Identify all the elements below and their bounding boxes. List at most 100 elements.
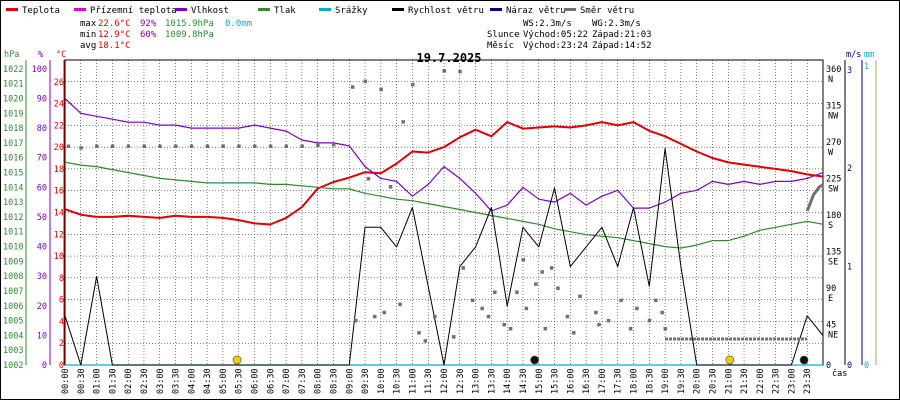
wind-dir-point <box>398 302 402 307</box>
wind-dir-point <box>597 322 601 327</box>
axis-hpa-tick: 1013 <box>3 198 23 208</box>
wind-dir-point <box>470 298 475 303</box>
axis-pct-tick: 20 <box>37 302 47 312</box>
axis-hpa-tick: 1011 <box>3 228 23 238</box>
axis-hpa-tick: 1022 <box>3 65 23 75</box>
wind-dir-point <box>521 258 525 262</box>
wind-dir-point <box>594 310 598 315</box>
axis-pct-tick: 60 <box>37 183 47 193</box>
x-tick: 01:00 <box>93 368 103 394</box>
x-tick: 23:30 <box>803 368 813 394</box>
info-wg: WG:2.3m/s <box>592 19 641 29</box>
wind-dir-point <box>578 294 582 299</box>
axis-dir-tick: 135 <box>826 247 841 257</box>
axis-c-tick: 14 <box>54 209 64 219</box>
wind-dir-point <box>451 335 456 339</box>
axis-dir-compass: E <box>828 294 833 304</box>
info-sun-set: Západ:21:03 <box>592 30 652 40</box>
axis-pct-tick: 80 <box>37 124 47 134</box>
legend-swatch <box>319 8 331 11</box>
wind-dir-point <box>350 85 355 89</box>
axis-dir-tick: 90 <box>826 284 836 294</box>
axis-c-tick: 4 <box>59 317 64 327</box>
wind-dir-point <box>284 144 289 148</box>
axis-c-tick: 16 <box>54 187 64 197</box>
wind-dir-point <box>540 270 544 274</box>
wind-dir-point <box>331 142 336 147</box>
x-tick: 20:30 <box>708 368 718 394</box>
wind-dir-point <box>221 144 225 148</box>
info-ws: WS:2.3m/s <box>523 19 572 29</box>
axis-hpa-tick: 1010 <box>3 243 23 253</box>
wind-dir-point <box>382 310 386 315</box>
x-tick: 01:30 <box>108 368 118 394</box>
axis-hpa-tick: 1006 <box>3 302 23 312</box>
axis-c-tick: 2 <box>59 339 64 349</box>
x-axis-label: čas <box>832 368 847 379</box>
axis-pct-label: % <box>38 50 43 60</box>
axis-dir-tick: 180 <box>826 211 841 221</box>
x-tick: 17:00 <box>598 368 608 394</box>
axis-dir-tick: 45 <box>826 320 836 330</box>
x-tick: 09:00 <box>345 368 355 394</box>
axis-c-tick: 26 <box>54 78 64 88</box>
legend-item-6: Náraz větru <box>506 6 566 16</box>
wind-dir-point <box>423 339 428 343</box>
marker-moonset <box>530 355 539 365</box>
legend-item-2: Vlhkost <box>191 6 229 16</box>
stat-avg-temp: 18.1°C <box>98 41 131 51</box>
axis-hpa-tick: 1012 <box>3 213 23 223</box>
x-tick: 17:30 <box>614 368 624 394</box>
axis-dir-tick: 225 <box>826 174 841 184</box>
wind-dir-point <box>549 266 554 270</box>
x-tick: 10:30 <box>393 368 403 394</box>
axis-dir-compass: S <box>828 221 833 231</box>
x-tick: 06:00 <box>251 368 261 394</box>
wind-dir-point <box>379 87 383 92</box>
x-tick: 14:30 <box>519 368 529 394</box>
axis-hpa-tick: 1020 <box>3 94 23 104</box>
legend-swatch <box>392 8 404 11</box>
wind-dir-point <box>66 144 71 148</box>
x-tick: 06:30 <box>266 368 276 394</box>
axis-dir-compass: NE <box>828 330 838 340</box>
stat-min-temp: 12.9°C <box>98 30 131 40</box>
legend-item-0: Teplota <box>22 6 60 16</box>
wind-dir-point <box>363 79 368 84</box>
x-tick: 20:00 <box>693 368 703 394</box>
legend-swatch <box>175 8 187 11</box>
x-tick: 03:00 <box>156 368 166 394</box>
astro-markers <box>232 355 809 365</box>
wind-dir-point <box>268 144 273 148</box>
axis-dir-compass: SW <box>828 184 839 194</box>
wind-dir-point <box>556 286 560 290</box>
axis-hpa-tick: 1018 <box>3 124 23 134</box>
legend-item-1: Přízemní teplota <box>90 6 177 16</box>
axis-pct-tick: 40 <box>37 243 47 253</box>
wind-dir-point <box>486 314 491 319</box>
wind-dir-point <box>458 69 462 74</box>
stat-max-hum: 92% <box>140 19 157 29</box>
x-tick: 09:30 <box>361 368 371 394</box>
x-tick: 12:00 <box>440 368 450 394</box>
stat-avg-label: avg <box>80 41 96 51</box>
axis-mm-tick: 0 <box>864 361 869 371</box>
legend-item-4: Srážky <box>335 6 368 16</box>
wind-dir-point <box>110 144 115 148</box>
axis-dir-compass: SE <box>828 257 838 267</box>
x-tick: 04:00 <box>187 368 197 394</box>
info-moon-rise: Východ:23:24 <box>523 41 588 51</box>
axis-dir-compass: N <box>828 75 833 85</box>
x-tick: 11:00 <box>408 368 418 394</box>
axis-pct-tick: 30 <box>37 272 47 282</box>
wind-dir-point <box>480 306 484 311</box>
axis-pct-tick: 50 <box>37 213 47 223</box>
astro-panel: WS:2.3m/s WG:2.3m/s Slunce Východ:05:22 … <box>487 19 652 51</box>
axis-pct-tick: 10 <box>37 331 47 341</box>
wind-dir-point <box>508 326 513 331</box>
axis-hpa-tick: 1008 <box>3 272 23 282</box>
wind-dir-point <box>442 69 446 73</box>
axis-c-tick: 10 <box>54 252 64 262</box>
wind-dir-point <box>524 306 529 311</box>
axis-c-tick: 22 <box>54 121 64 131</box>
